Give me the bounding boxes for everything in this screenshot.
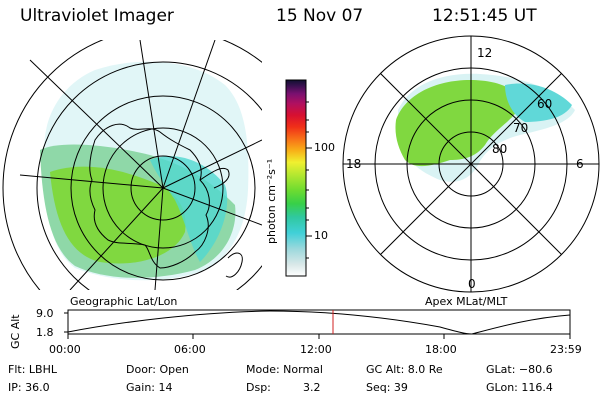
geographic-emission-cyan xyxy=(150,156,228,262)
colorbar-tick-label-10: 10 xyxy=(314,229,328,242)
status-door: Door: Open xyxy=(126,363,189,376)
status-glat: GLat: −80.6 xyxy=(486,363,553,376)
apex-emission-green xyxy=(395,80,520,167)
mlat-label-70: 70 xyxy=(513,121,529,135)
apex-map-label: Apex MLat/MLT xyxy=(425,295,508,308)
meridian-line xyxy=(162,187,262,226)
instrument-title: Ultraviolet Imager xyxy=(20,6,174,26)
mlt-line-diagonal xyxy=(380,73,562,255)
orbit-plot-frame xyxy=(67,309,571,335)
meridian-line xyxy=(154,187,164,290)
coastline xyxy=(89,123,210,269)
status-dsp-label: Dsp: xyxy=(246,381,271,394)
status-dsp-value: 3.2 xyxy=(303,381,321,394)
status-glon: GLon: 116.4 xyxy=(486,381,553,394)
meridian-line xyxy=(69,187,164,290)
geographic-emission-core xyxy=(50,166,186,264)
status-filter: Flt: LBHL xyxy=(8,363,57,376)
orbit-altitude-plot xyxy=(64,309,571,339)
mlt-label-12: 12 xyxy=(477,46,493,60)
orbit-ylabel: GC Alt xyxy=(9,314,22,349)
orbit-xtick: 06:00 xyxy=(174,343,206,356)
mlat-label-60: 60 xyxy=(537,97,553,111)
status-ip: IP: 36.0 xyxy=(8,381,50,394)
status-gain: Gain: 14 xyxy=(126,381,173,394)
apex-polar-map xyxy=(342,35,600,293)
mlt-label-0: 0 xyxy=(468,277,476,291)
apex-emission-cyan xyxy=(505,83,572,122)
meridian-line xyxy=(29,59,164,189)
orbit-xtick: 23:59 xyxy=(550,343,582,356)
geographic-map xyxy=(2,40,262,290)
geographic-map-label: Geographic Lat/Lon xyxy=(70,295,178,308)
status-mode: Mode: Normal xyxy=(246,363,323,376)
altitude-curve xyxy=(67,310,571,335)
mlat-label-80: 80 xyxy=(492,142,508,156)
orbit-xtick: 18:00 xyxy=(425,343,457,356)
lat-circle xyxy=(2,40,262,290)
colorbar xyxy=(285,79,312,277)
lat-circle xyxy=(36,61,262,290)
orbit-ytick-top: 9.0 xyxy=(36,307,54,320)
coastline-south-america xyxy=(225,252,243,278)
meridian-line xyxy=(162,40,216,189)
status-seq: Seq: 39 xyxy=(366,381,408,394)
orbit-ytick-bottom: 1.8 xyxy=(36,326,54,339)
time-label: 12:51:45 UT xyxy=(432,6,537,26)
status-gc-alt: GC Alt: 8.0 Re xyxy=(366,363,443,376)
orbit-xtick: 12:00 xyxy=(300,343,332,356)
meridian-line xyxy=(19,174,164,189)
colorbar-tick-label-100: 100 xyxy=(314,141,335,154)
mlt-label-18: 18 xyxy=(346,157,362,171)
orbit-xtick: 00:00 xyxy=(49,343,81,356)
lat-circle xyxy=(130,155,196,221)
lat-circle xyxy=(70,95,256,281)
mlt-label-6: 6 xyxy=(576,157,584,171)
lat-circle xyxy=(102,127,224,249)
coastline-peninsula xyxy=(199,167,230,189)
meridian-line xyxy=(139,40,164,189)
meridian-line xyxy=(162,139,262,189)
date-label: 15 Nov 07 xyxy=(276,6,364,26)
colorbar-unit-label: photon cm⁻²s⁻¹ xyxy=(265,158,278,244)
